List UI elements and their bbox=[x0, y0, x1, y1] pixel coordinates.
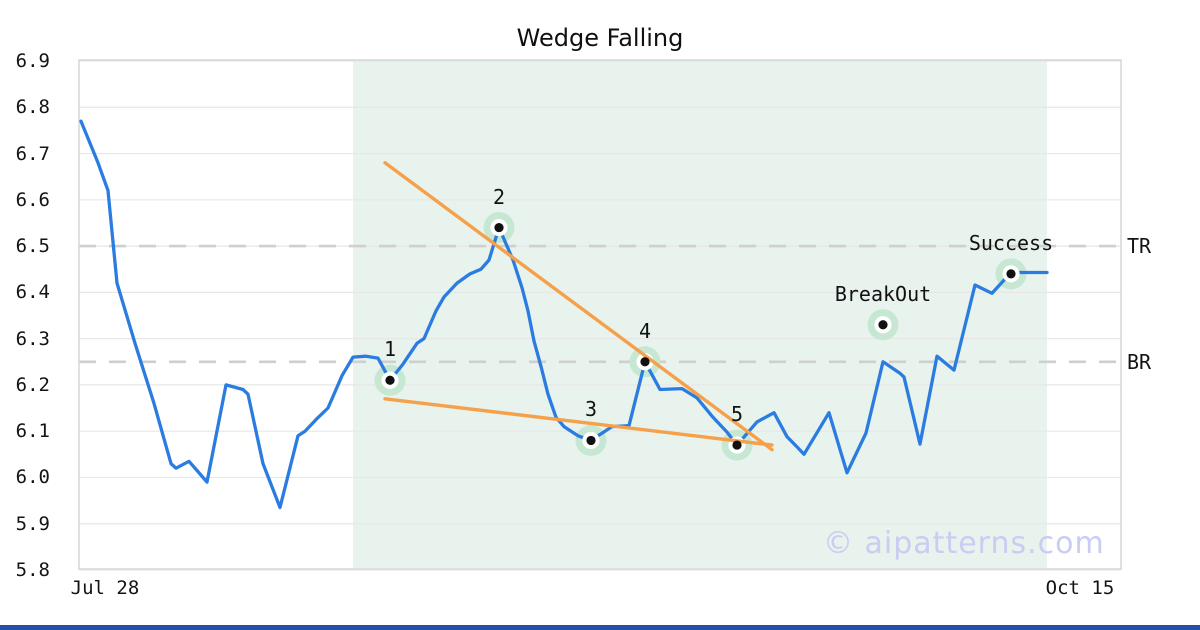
annotation-label-5: 5 bbox=[730, 402, 744, 427]
y-tick-label: 6.2 bbox=[15, 373, 50, 396]
y-tick-label: 6.4 bbox=[15, 281, 50, 304]
marker-dot-breakout bbox=[878, 320, 888, 330]
annotation-label-4: 4 bbox=[638, 318, 652, 343]
pattern-region bbox=[353, 61, 1047, 568]
annotation-label-success: Success bbox=[968, 230, 1054, 255]
price-line bbox=[79, 119, 1049, 510]
marker-dot-1 bbox=[385, 375, 395, 385]
marker-dot-5 bbox=[732, 440, 742, 450]
watermark: © aipatterns.com bbox=[823, 526, 1105, 561]
plot-border bbox=[78, 59, 1122, 570]
level-label-tr: TR bbox=[1127, 234, 1152, 259]
marker-dot-2 bbox=[494, 222, 504, 233]
annotation-label-breakout: BreakOut bbox=[834, 281, 932, 306]
y-tick-label: 5.9 bbox=[15, 512, 50, 535]
marker-dot-3 bbox=[586, 435, 596, 446]
lower-wedge-line bbox=[383, 397, 774, 447]
annotation-label-3: 3 bbox=[584, 397, 598, 422]
footer-accent-bar bbox=[0, 625, 1200, 630]
y-tick-label: 6.7 bbox=[15, 142, 50, 165]
y-tick-label: 6.9 bbox=[15, 50, 50, 72]
upper-wedge-line bbox=[383, 161, 774, 452]
y-tick-label: 6.1 bbox=[15, 420, 50, 443]
x-tick-label: Oct 15 bbox=[1045, 577, 1115, 599]
y-tick-label: 6.3 bbox=[15, 327, 50, 350]
y-tick-label: 5.8 bbox=[15, 559, 50, 581]
y-tick-label: 6.5 bbox=[15, 235, 50, 258]
level-label-br: BR bbox=[1127, 349, 1152, 374]
y-tick-label: 6.0 bbox=[15, 466, 50, 489]
marker-dot-4 bbox=[640, 357, 650, 367]
chart-title: Wedge Falling bbox=[516, 24, 684, 52]
annotation-label-2: 2 bbox=[492, 184, 506, 209]
y-tick-label: 6.8 bbox=[15, 96, 50, 119]
marker-dot-success bbox=[1006, 269, 1016, 279]
y-tick-label: 6.6 bbox=[15, 188, 50, 211]
x-tick-label: Jul 28 bbox=[70, 577, 140, 599]
annotation-label-1: 1 bbox=[383, 337, 397, 362]
